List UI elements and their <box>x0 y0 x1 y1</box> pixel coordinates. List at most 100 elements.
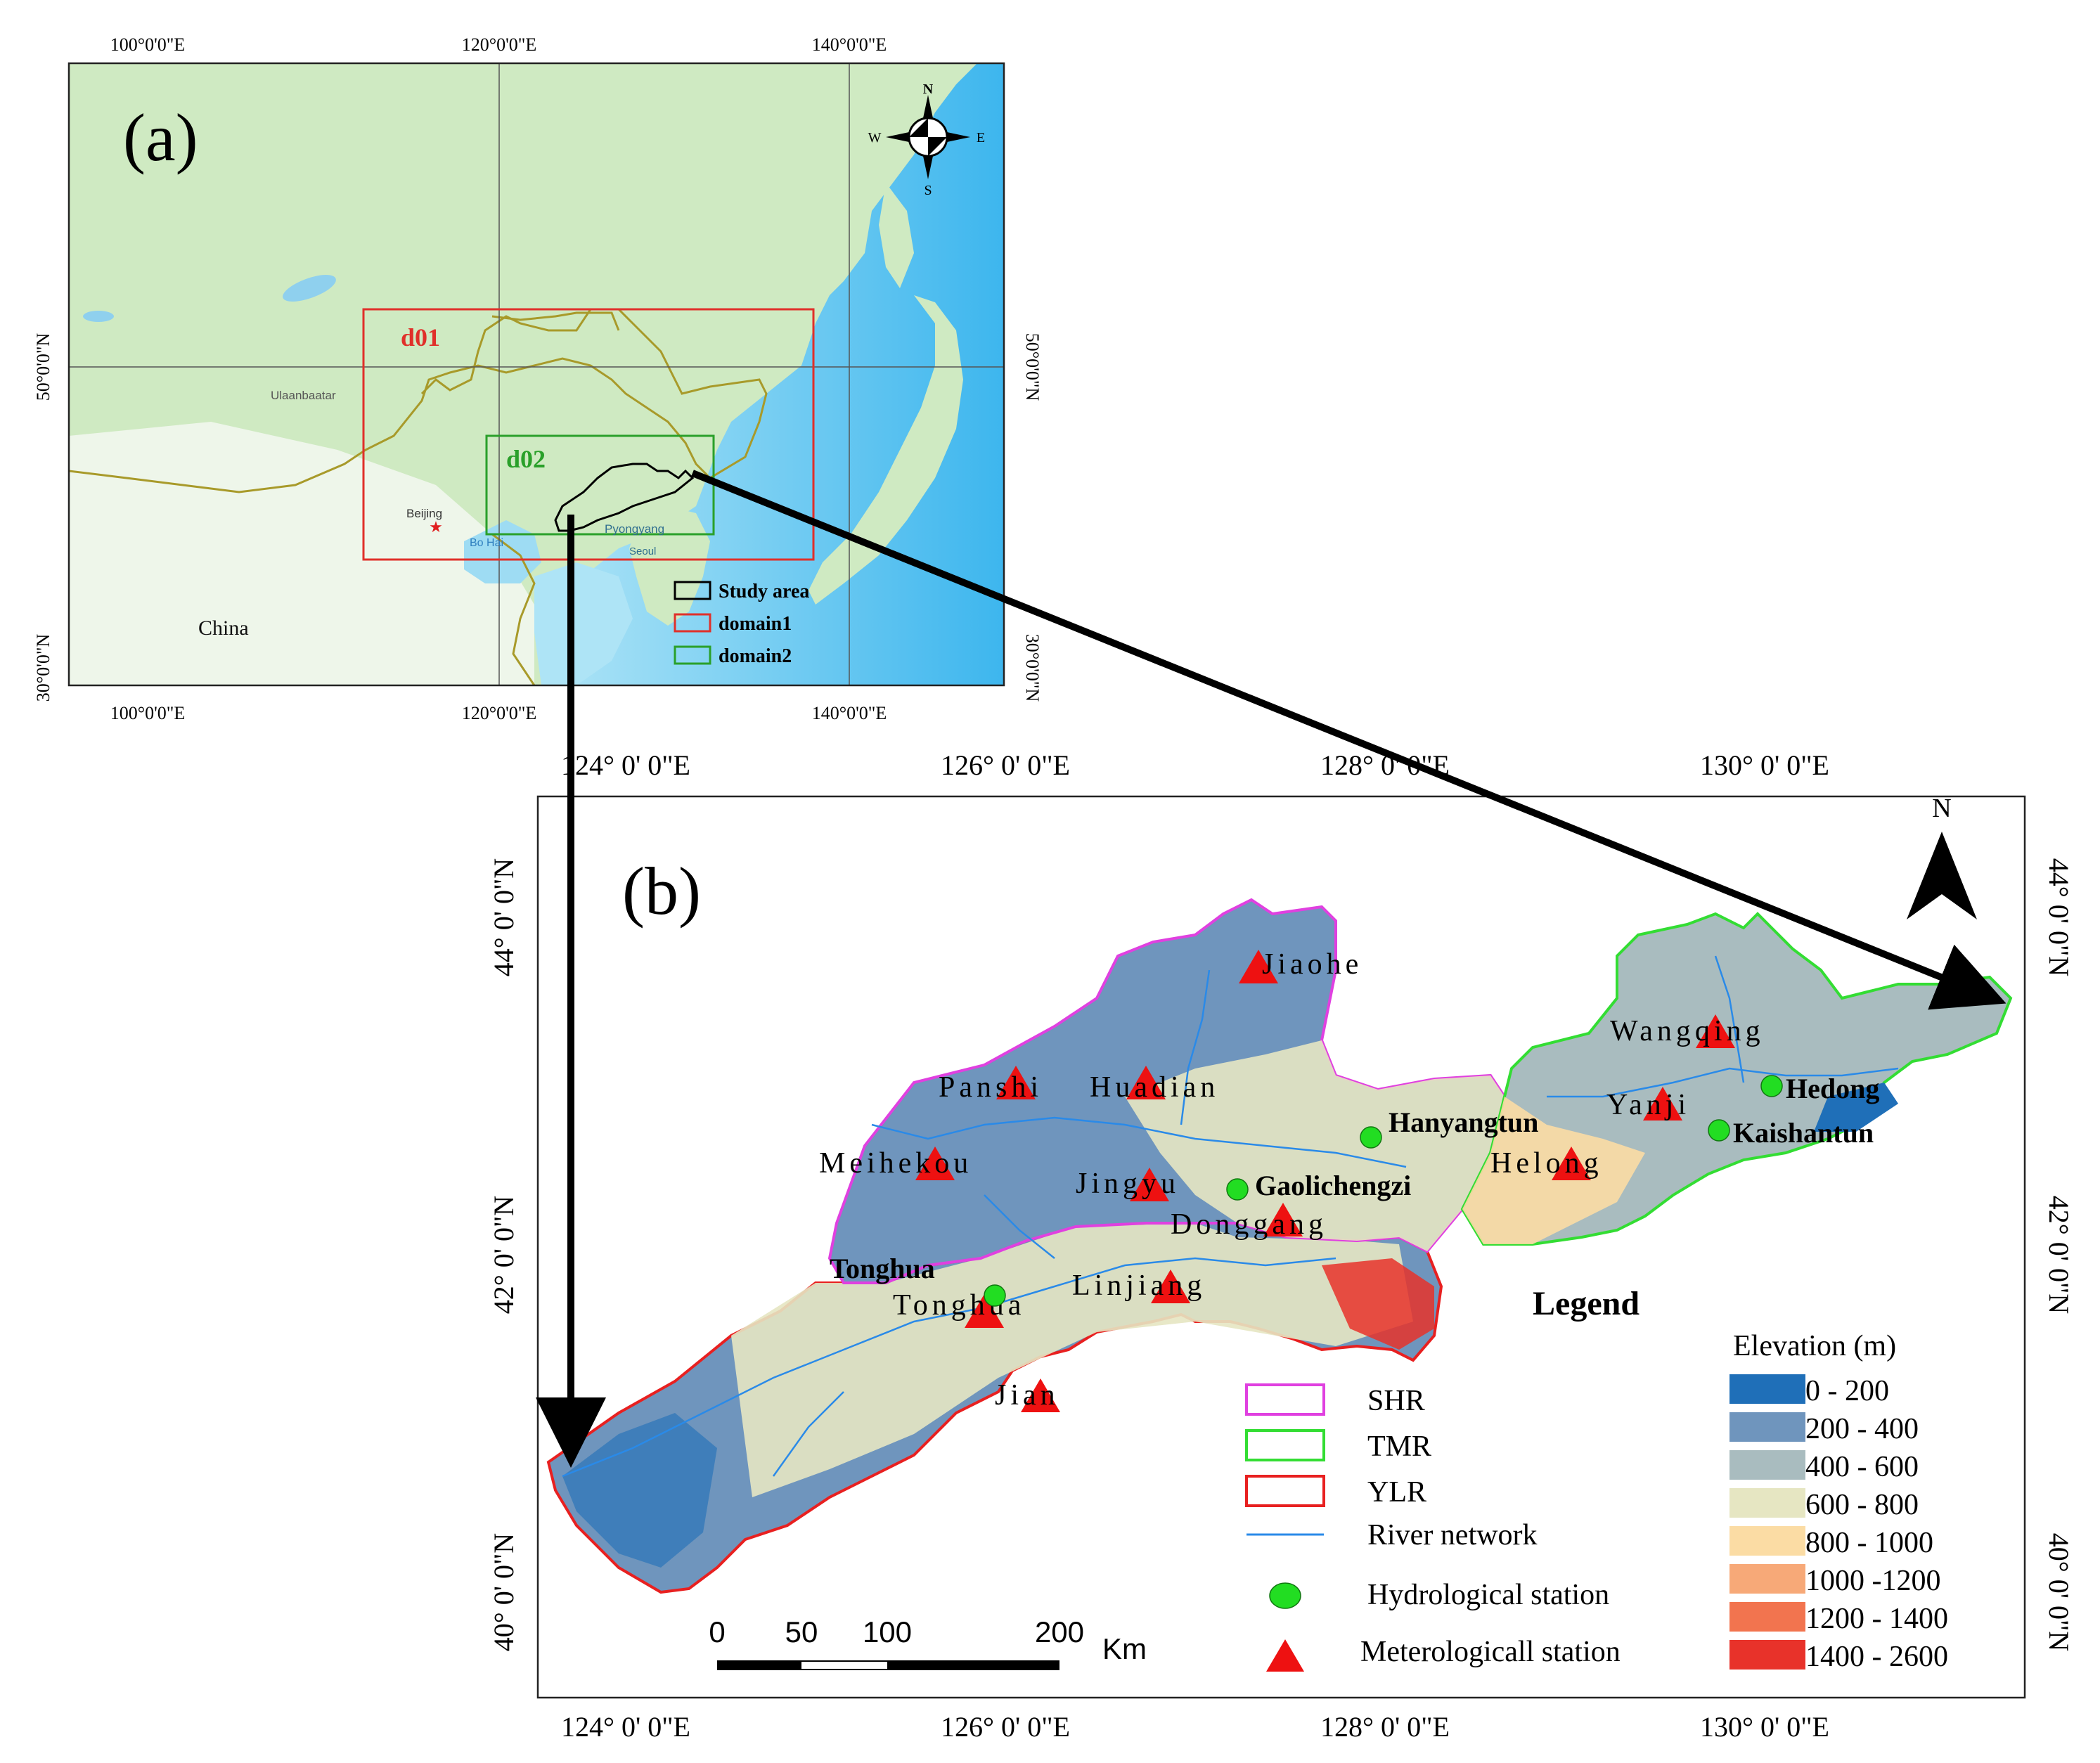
mongolia-border <box>69 308 768 493</box>
b-tick-right-1: 42° 0' 0"N <box>2043 1196 2075 1314</box>
scale-tick-0: 0 <box>709 1615 725 1648</box>
hydro-station-kaishantun <box>1708 1119 1730 1142</box>
hydro-station-label-kaishantun: Kaishantun <box>1733 1117 1874 1149</box>
met-station-yanji <box>1643 1087 1682 1121</box>
legend-tmr-label: TMR <box>1367 1431 1431 1463</box>
arrow-to-northeast <box>691 470 2006 1010</box>
lake <box>283 275 336 302</box>
beijing-star-icon: ★ <box>429 518 443 536</box>
legend-label-study-area: Study area <box>719 581 809 602</box>
japan-land <box>809 295 963 605</box>
legend-met-label: Meterologicall station <box>1360 1636 1621 1668</box>
met-station-jingyu <box>1130 1168 1169 1201</box>
elevation-swatch-5 <box>1729 1564 1805 1594</box>
meteorological-stations: Jiaohe Panshi Huadian Meihekou Jingyu Donggan… <box>819 948 1765 1412</box>
legend-tmr-swatch <box>1245 1429 1325 1461</box>
met-station-jiaohe <box>1239 950 1278 983</box>
met-station-label-linjiang: Linjiang <box>1072 1270 1206 1302</box>
scale-bar-base <box>717 1660 1059 1670</box>
elevation-legend-title: Elevation (m) <box>1733 1330 1896 1362</box>
legend-hydro-label: Hydrological station <box>1367 1579 1609 1611</box>
legend-shr-label: SHR <box>1367 1385 1425 1417</box>
legend-met-swatch <box>1266 1639 1304 1672</box>
elevation-label-1: 200 - 400 <box>1805 1413 1919 1445</box>
study-area-outline <box>554 463 695 532</box>
b-tick-bottom-0: 124° 0' 0"E <box>561 1711 690 1743</box>
legend-title: Legend <box>1533 1285 1640 1322</box>
compass-e: E <box>977 130 985 146</box>
b-tick-bottom-3: 130° 0' 0"E <box>1700 1711 1829 1743</box>
elevation-label-5: 1000 -1200 <box>1805 1565 1941 1597</box>
scale-bar: 0 50 100 200 Km <box>709 1615 1147 1670</box>
compass-rose-icon: N S E W <box>868 82 986 198</box>
met-station-helong <box>1552 1147 1591 1180</box>
b-tick-top-0: 124° 0' 0"E <box>561 749 690 781</box>
met-station-label-yanji: Yanji <box>1606 1089 1690 1121</box>
tick-label-left-1: 30°0'0"N <box>33 634 53 702</box>
b-tick-right-0: 44° 0' 0"N <box>2043 858 2075 976</box>
elevation-label-7: 1400 - 2600 <box>1805 1641 1948 1673</box>
met-station-label-helong: Helong <box>1490 1147 1603 1180</box>
tick-label-right-0: 50°0'0"N <box>1022 333 1043 401</box>
elevation-label-3: 600 - 800 <box>1805 1489 1919 1521</box>
yellow-sea <box>534 562 633 685</box>
met-station-label-jingyu: Jingyu <box>1076 1168 1180 1200</box>
beijing-label: Beijing <box>406 507 442 520</box>
legend-ylr-label: YLR <box>1367 1476 1426 1509</box>
china-russia-border <box>491 311 620 331</box>
river-network <box>562 955 1899 1478</box>
scale-bar-segment <box>801 1662 887 1669</box>
china-coast <box>491 533 536 685</box>
elevation-swatch-2 <box>1729 1450 1805 1480</box>
b-tick-top-1: 126° 0' 0"E <box>941 749 1070 781</box>
elevation-swatch-3 <box>1729 1488 1805 1518</box>
scale-tick-2: 100 <box>863 1615 912 1648</box>
seoul-label: Seoul <box>629 545 656 557</box>
b-tick-left-2: 40° 0' 0"N <box>488 1533 520 1651</box>
met-station-label-jiaohe: Jiaohe <box>1262 948 1363 981</box>
compass-w: W <box>868 130 882 146</box>
hydro-station-label-hanyangtun: Hanyangtun <box>1389 1106 1538 1138</box>
panel-b-tick-labels: 124° 0' 0"E 126° 0' 0"E 128° 0' 0"E 130° 0'… <box>488 749 2075 1743</box>
met-station-label-panshi: Panshi <box>939 1071 1043 1104</box>
panel-a: ★ (a) d01 d02 Ulaanbaatar Beijing Pyongy… <box>33 34 1043 723</box>
tmr-lowland <box>1814 1083 1898 1132</box>
ylr-highlands <box>731 1223 1413 1497</box>
legend-ylr-swatch <box>1245 1475 1325 1507</box>
met-station-huadian <box>1126 1066 1166 1099</box>
hydro-station-hanyangtun <box>1360 1126 1382 1149</box>
panel-a-tick-labels: 100°0'0"E 120°0'0"E 140°0'0"E 100°0'0"E 120°… <box>33 34 1043 723</box>
north-label: N <box>1932 794 1951 823</box>
changbai-peak <box>1322 1258 1434 1350</box>
b-tick-top-3: 130° 0' 0"E <box>1700 749 1829 781</box>
tick-label-right-1: 30°0'0"N <box>1022 634 1043 702</box>
met-station-label-wangqing: Wangqing <box>1610 1015 1765 1047</box>
elevation-swatch-7 <box>1729 1640 1805 1670</box>
tick-label-bottom-2: 140°0'0"E <box>812 703 887 723</box>
shr-lowland <box>1125 1040 1505 1251</box>
hydro-station-label-tonghua: Tonghua <box>830 1253 935 1284</box>
legend-river-label: River network <box>1367 1519 1537 1551</box>
met-station-tonghua <box>965 1294 1004 1328</box>
b-tick-right-2: 40° 0' 0"N <box>2043 1533 2075 1651</box>
met-station-jian <box>1021 1378 1060 1412</box>
legend-hydro-swatch <box>1269 1582 1301 1609</box>
elevation-label-4: 800 - 1000 <box>1805 1527 1933 1559</box>
elevation-label-2: 400 - 600 <box>1805 1451 1919 1483</box>
tick-label-left-0: 50°0'0"N <box>33 333 53 401</box>
panel-b-label: (b) <box>622 853 701 929</box>
china-label: China <box>198 616 249 640</box>
tmr-highlands <box>1462 1097 1645 1244</box>
hydrological-stations: Hanyangtun Gaolichengzi Tonghua Hedong Kaish… <box>830 1073 1879 1307</box>
domain1-box <box>362 308 815 561</box>
elevation-legend: Elevation (m) 0 - 200 200 - 400 400 - 600 60… <box>1729 1330 1948 1673</box>
panel-a-legend: Study area domain1 domain2 <box>674 581 809 667</box>
tick-label-top-1: 120°0'0"E <box>462 34 537 55</box>
compass-s: S <box>924 183 932 198</box>
scale-unit: Km <box>1102 1632 1147 1665</box>
tick-label-top-2: 140°0'0"E <box>812 34 887 55</box>
compass-n: N <box>923 82 934 97</box>
met-station-label-donggang: Donggang <box>1171 1208 1327 1241</box>
